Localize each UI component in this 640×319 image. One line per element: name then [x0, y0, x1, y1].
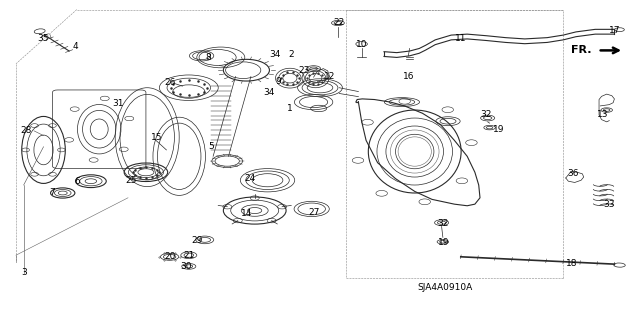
- Text: 36: 36: [568, 169, 579, 178]
- Text: 22: 22: [333, 18, 345, 27]
- Text: 34: 34: [269, 50, 281, 59]
- Text: 18: 18: [566, 259, 577, 268]
- Text: 32: 32: [437, 219, 449, 228]
- Text: FR.: FR.: [572, 45, 592, 56]
- Text: 5: 5: [209, 142, 214, 151]
- Text: 30: 30: [180, 262, 191, 271]
- Text: 24: 24: [244, 174, 255, 183]
- Text: 23: 23: [298, 66, 310, 75]
- Text: 21: 21: [184, 251, 195, 260]
- Text: SJA4A0910A: SJA4A0910A: [417, 283, 472, 292]
- Text: 2: 2: [289, 50, 294, 59]
- Text: 19: 19: [438, 238, 449, 247]
- Text: 17: 17: [609, 26, 620, 35]
- Text: 13: 13: [597, 110, 609, 119]
- Text: 7: 7: [50, 189, 55, 197]
- Text: 9: 9: [276, 77, 281, 86]
- Text: 29: 29: [191, 236, 203, 245]
- Text: 31: 31: [113, 99, 124, 108]
- Text: 26: 26: [164, 78, 175, 87]
- Text: 33: 33: [604, 200, 615, 209]
- Text: 35: 35: [38, 34, 49, 43]
- Text: 16: 16: [403, 72, 414, 81]
- Text: 27: 27: [308, 208, 319, 217]
- Text: 6: 6: [74, 177, 79, 186]
- Text: 28: 28: [20, 126, 31, 135]
- Text: 10: 10: [356, 40, 367, 49]
- Text: 32: 32: [481, 110, 492, 119]
- Text: 3: 3: [21, 268, 26, 277]
- Text: 4: 4: [73, 42, 78, 51]
- Text: 34: 34: [263, 88, 275, 97]
- Text: 1: 1: [287, 104, 292, 113]
- Text: 15: 15: [151, 133, 163, 142]
- Text: 25: 25: [125, 176, 137, 185]
- Text: 20: 20: [164, 252, 175, 261]
- Text: 19: 19: [493, 125, 505, 134]
- Text: 11: 11: [455, 34, 467, 43]
- Text: 14: 14: [241, 209, 252, 218]
- Text: 12: 12: [324, 72, 335, 81]
- Text: 8: 8: [205, 53, 211, 62]
